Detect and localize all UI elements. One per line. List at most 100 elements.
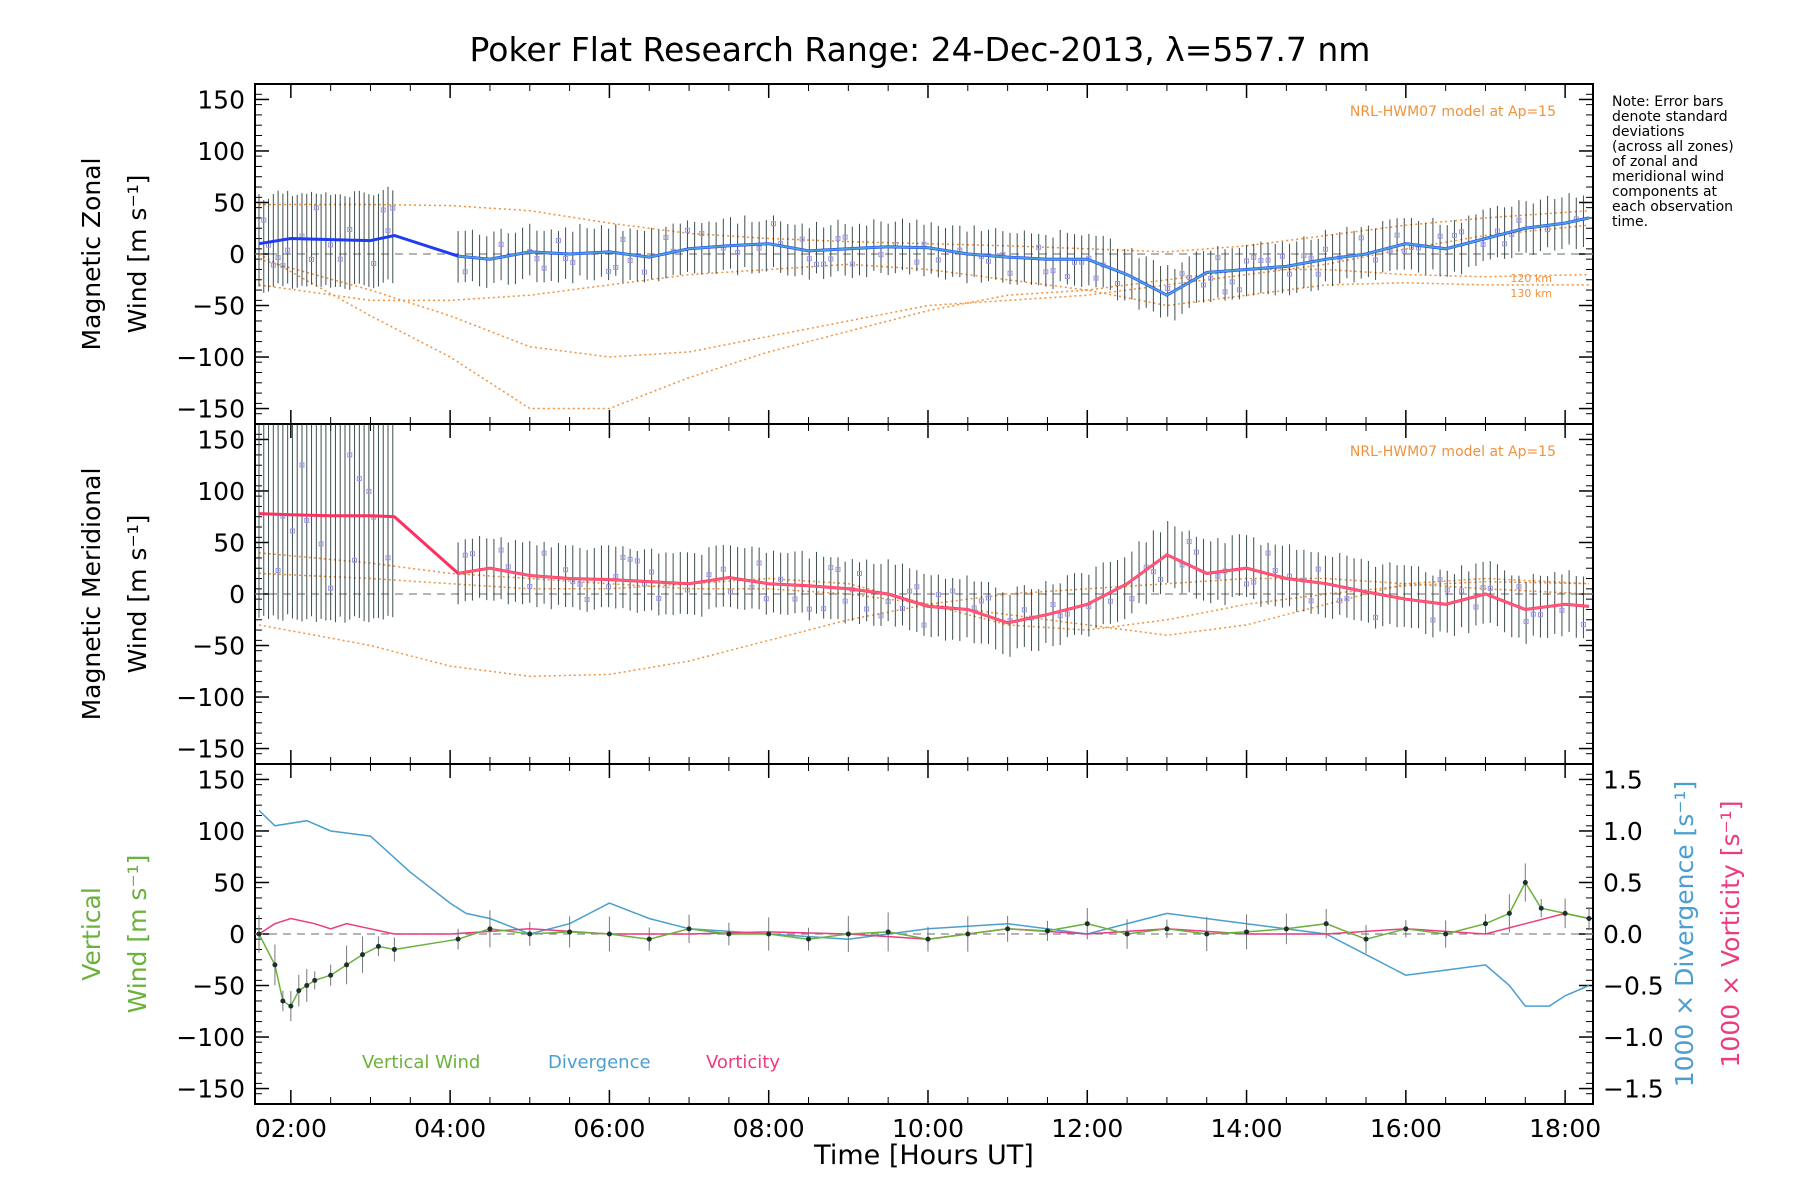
y-tick-label: −150 bbox=[176, 395, 245, 424]
vertical-wind-point bbox=[344, 962, 350, 968]
y-tick-label: −100 bbox=[176, 343, 245, 372]
zone-point bbox=[1530, 611, 1536, 617]
zone-point bbox=[1093, 275, 1099, 281]
vertical-x-ticks: 02:00 04:00 06:00 08:00 10:00 12:00 14:00 16:00… bbox=[255, 1114, 1601, 1143]
y-tick-label: 0 bbox=[229, 240, 245, 269]
y-tick-label: 50 bbox=[213, 188, 245, 217]
zone-point bbox=[1373, 614, 1379, 620]
vertical-wind-point bbox=[304, 983, 310, 989]
zone-point bbox=[849, 261, 855, 267]
y-tick-label: 100 bbox=[197, 477, 245, 506]
zone-point bbox=[1036, 244, 1042, 250]
zone-point bbox=[555, 238, 561, 244]
vertical-wind-point bbox=[965, 931, 971, 937]
zone-point bbox=[756, 560, 762, 566]
zone-point bbox=[1437, 233, 1443, 239]
vertical-wind-point bbox=[1244, 929, 1250, 935]
zone-point bbox=[1459, 588, 1465, 594]
zone-point bbox=[1315, 566, 1321, 572]
zone-point bbox=[1537, 612, 1543, 618]
zone-point bbox=[899, 606, 905, 612]
zone-point bbox=[1043, 269, 1049, 275]
zone-point bbox=[986, 595, 992, 601]
zone-point bbox=[813, 261, 819, 267]
y-tick-label: −50 bbox=[192, 972, 245, 1001]
vertical-wind-point bbox=[1283, 926, 1289, 932]
zonal-mean-overlay bbox=[458, 216, 1590, 297]
zonal-ylabel-line2: Wind [m s⁻¹] bbox=[123, 175, 152, 334]
zone-point bbox=[299, 462, 305, 468]
y-tick-label: 150 bbox=[197, 425, 245, 454]
zone-point bbox=[1559, 607, 1565, 613]
model-curve-3 bbox=[258, 552, 1590, 636]
zone-point bbox=[878, 613, 884, 619]
y-tick-label: −50 bbox=[192, 632, 245, 661]
y-tick-label: −150 bbox=[176, 735, 245, 764]
vertical-wind-point bbox=[1164, 926, 1170, 932]
zone-point bbox=[821, 606, 827, 612]
note-line-6: meridional wind bbox=[1612, 169, 1724, 185]
zone-point bbox=[541, 265, 547, 271]
zone-point bbox=[1186, 539, 1192, 545]
vertical-wind-point bbox=[885, 929, 891, 935]
zone-point bbox=[1258, 257, 1264, 263]
zone-point bbox=[563, 567, 569, 573]
zonal-wind-panel: −150 −100 −50 0 50 100 150 NRL-HWM07 model at … bbox=[77, 83, 1594, 425]
meridional-wind-panel: −150 −100 −50 0 50 100 150 NRL-HWM07 model at … bbox=[77, 423, 1594, 765]
vertical-y2-ticks: −1.5 −1.0 −0.5 0.0 0.5 1.0 1.5 bbox=[1603, 765, 1664, 1103]
vertical-wind-point bbox=[328, 972, 334, 978]
y-tick-label: 150 bbox=[197, 85, 245, 114]
zone-point bbox=[1308, 598, 1314, 604]
zone-point bbox=[950, 588, 956, 594]
vertical-wind-point bbox=[726, 931, 732, 937]
zone-point bbox=[864, 606, 870, 612]
zone-point bbox=[921, 622, 927, 628]
zonal-marks bbox=[255, 186, 1593, 410]
zone-point bbox=[380, 207, 386, 213]
zone-point bbox=[1186, 274, 1192, 280]
zone-point bbox=[656, 595, 662, 601]
zone-point bbox=[835, 236, 841, 242]
x-tick-label: 14:00 bbox=[1211, 1114, 1283, 1143]
zone-point bbox=[1064, 274, 1070, 280]
zone-point bbox=[270, 262, 276, 268]
zone-point bbox=[390, 205, 396, 211]
zone-point bbox=[1394, 232, 1400, 238]
zone-point bbox=[352, 557, 358, 563]
zone-point bbox=[304, 517, 310, 523]
zone-point bbox=[1344, 596, 1350, 602]
divergence-ylabel: 1000 × Divergence [s⁻¹] bbox=[1670, 781, 1699, 1088]
zone-point bbox=[534, 256, 540, 262]
zone-point bbox=[1107, 598, 1113, 604]
y-tick-label: 0 bbox=[229, 920, 245, 949]
vertical-wind-point bbox=[296, 988, 302, 994]
vertical-wind-point bbox=[1482, 921, 1488, 927]
zone-point bbox=[563, 255, 569, 261]
zone-point bbox=[763, 596, 769, 602]
zonal-km-label-120: 120 km bbox=[1510, 272, 1552, 285]
meridional-marks bbox=[255, 424, 1593, 678]
vertical-ylabel-line2: Wind [m s⁻¹] bbox=[123, 855, 152, 1014]
zone-point bbox=[1201, 282, 1207, 288]
zone-point bbox=[1064, 611, 1070, 617]
y-tick-label: 100 bbox=[197, 137, 245, 166]
zone-point bbox=[1473, 604, 1479, 610]
zone-point bbox=[1516, 584, 1522, 590]
y-tick-label: 50 bbox=[213, 868, 245, 897]
zone-point bbox=[371, 261, 377, 267]
vertical-wind-point bbox=[686, 926, 692, 932]
zone-point bbox=[462, 269, 468, 275]
y-tick-label: 100 bbox=[197, 817, 245, 846]
vertical-wind-point bbox=[288, 1003, 294, 1009]
x-tick-label: 02:00 bbox=[255, 1114, 327, 1143]
vertical-wind-point bbox=[1562, 910, 1568, 916]
zone-point bbox=[1487, 585, 1493, 591]
legend-divergence: Divergence bbox=[548, 1052, 651, 1073]
legend-vorticity: Vorticity bbox=[706, 1052, 780, 1073]
zone-point bbox=[313, 205, 319, 211]
zonal-ylabel-line1: Magnetic Zonal bbox=[77, 158, 106, 351]
zone-point bbox=[385, 228, 391, 234]
zone-point bbox=[1215, 255, 1221, 261]
note-line-8: each observation bbox=[1612, 199, 1733, 215]
note-line-7: components at bbox=[1612, 184, 1718, 200]
